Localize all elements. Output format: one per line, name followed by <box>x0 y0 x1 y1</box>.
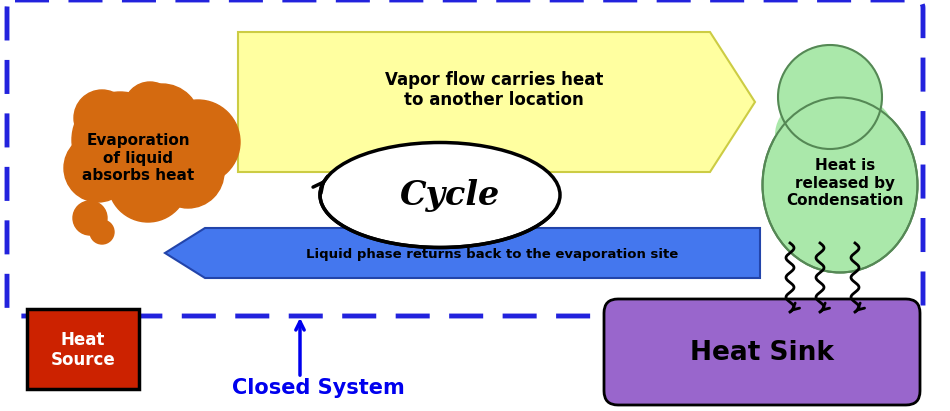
Ellipse shape <box>763 97 918 272</box>
Circle shape <box>108 142 188 222</box>
Text: Heat Sink: Heat Sink <box>690 340 834 366</box>
Circle shape <box>64 134 132 202</box>
Ellipse shape <box>775 90 895 180</box>
Circle shape <box>74 90 130 146</box>
Text: Heat is
released by
Condensation: Heat is released by Condensation <box>787 158 903 208</box>
Circle shape <box>124 82 176 134</box>
Circle shape <box>778 45 882 149</box>
Circle shape <box>124 84 200 160</box>
FancyBboxPatch shape <box>604 299 920 405</box>
FancyBboxPatch shape <box>27 309 139 389</box>
Text: Liquid phase returns back to the evaporation site: Liquid phase returns back to the evapora… <box>306 247 678 261</box>
Circle shape <box>90 220 114 244</box>
Text: Evaporation
of liquid
absorbs heat: Evaporation of liquid absorbs heat <box>82 133 194 183</box>
Text: Vapor flow carries heat
to another location: Vapor flow carries heat to another locat… <box>385 71 603 109</box>
Text: Cycle: Cycle <box>400 178 500 212</box>
Circle shape <box>72 92 168 188</box>
Circle shape <box>152 136 224 208</box>
Circle shape <box>156 100 240 184</box>
Circle shape <box>73 201 107 235</box>
Text: Closed System: Closed System <box>232 378 405 398</box>
Text: Heat
Source: Heat Source <box>50 330 115 369</box>
Polygon shape <box>238 32 755 172</box>
Polygon shape <box>165 228 760 278</box>
Ellipse shape <box>320 143 560 247</box>
